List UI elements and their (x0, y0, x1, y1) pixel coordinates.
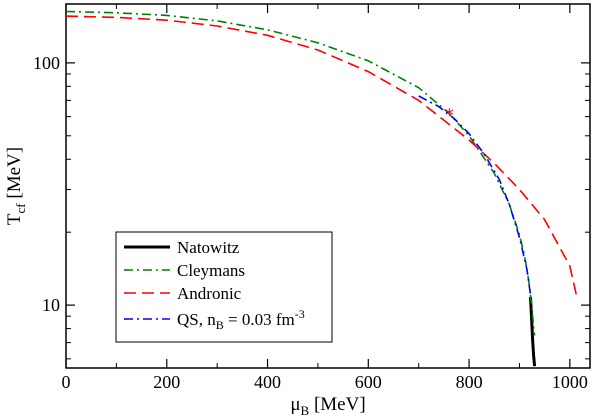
x-tick-label: 200 (153, 372, 180, 392)
legend: Natowitz Cleymans Andronic QS, nB = 0.03… (115, 231, 333, 343)
series-layer (65, 10, 578, 367)
legend-label-andronic: Andronic (177, 284, 242, 303)
x-ticks: 0 200 400 600 800 1000 (62, 4, 588, 392)
legend-box (115, 231, 333, 343)
x-axis-title: μB [MeV] (290, 394, 365, 416)
data-marker: * (445, 105, 454, 126)
y-ticks: 10 100 (33, 53, 590, 360)
y-tick-label: 100 (33, 53, 60, 73)
series-line-1 (65, 10, 536, 336)
legend-swatches (124, 245, 170, 320)
x-tick-label: 800 (456, 372, 483, 392)
y-axis-title: Tcf [MeV] (4, 147, 28, 225)
x-tick-label: 400 (254, 372, 281, 392)
x-tick-label: 600 (355, 372, 382, 392)
x-tick-label: 0 (62, 372, 71, 392)
series-line-3 (418, 95, 532, 296)
series-line-2 (65, 15, 578, 296)
legend-label-qs: QS, nB = 0.03 fm-3 (177, 307, 305, 332)
x-tick-label: 1000 (552, 372, 588, 392)
series-line-0 (529, 296, 537, 367)
legend-label-natowitz: Natowitz (177, 238, 240, 257)
y-tick-label: 10 (42, 295, 60, 315)
marker-layer: * (445, 105, 454, 126)
legend-label-cleymans: Cleymans (177, 261, 245, 280)
